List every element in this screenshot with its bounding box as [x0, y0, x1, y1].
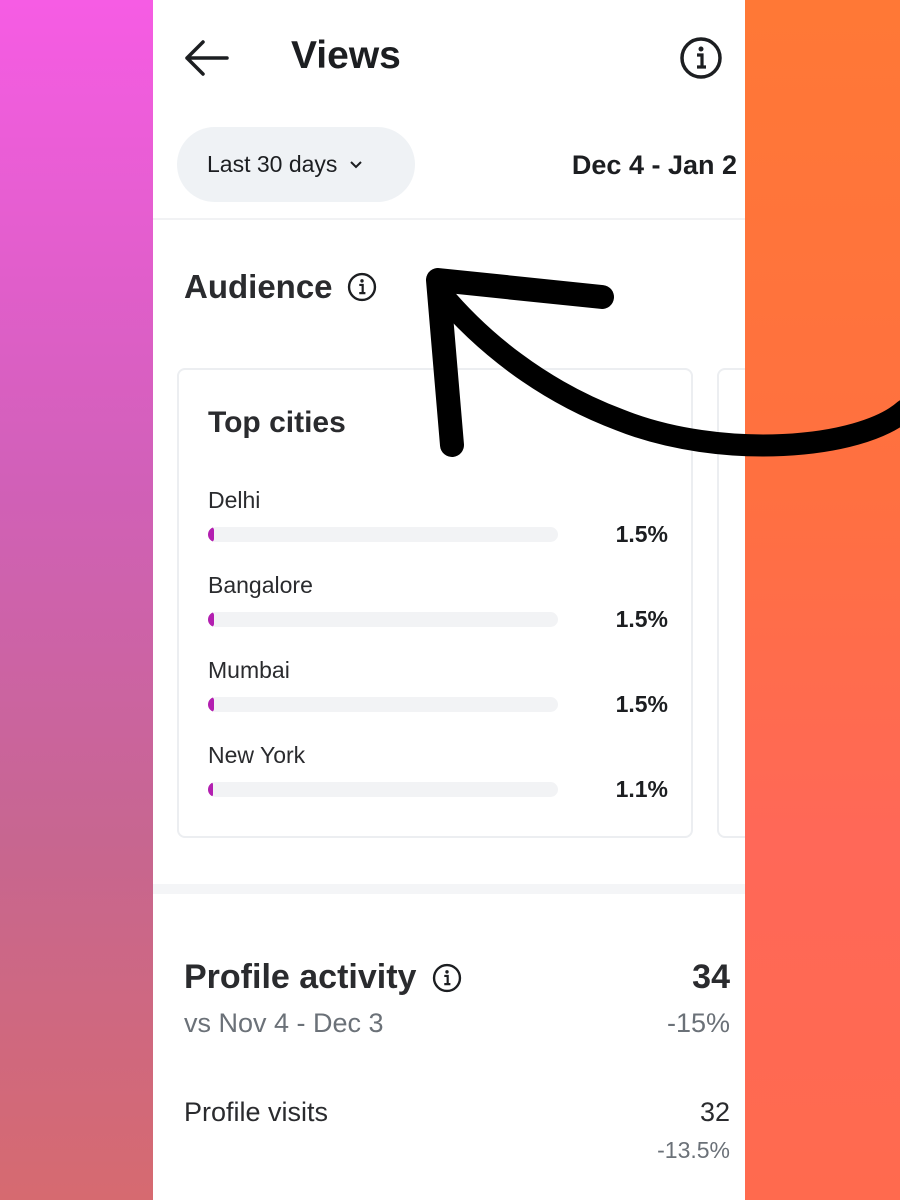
city-bar-track: [208, 527, 558, 542]
profile-visits-change: -13.5%: [657, 1137, 730, 1163]
city-percent: 1.5%: [615, 521, 668, 547]
profile-activity-change: -15%: [666, 1008, 730, 1038]
city-row: Mumbai 1.5%: [208, 657, 668, 717]
profile-visits-value: 32: [699, 1097, 730, 1127]
profile-activity-value: 34: [692, 958, 730, 996]
top-cities-card: Top cities Delhi 1.5% Bangalore 1.5% Mumba…: [177, 368, 693, 838]
city-percent: 1.1%: [615, 776, 668, 802]
profile-activity-heading: Profile activity: [184, 958, 462, 997]
arrow-left-icon[interactable]: [183, 38, 229, 78]
date-range-dropdown[interactable]: Last 30 days: [177, 127, 415, 202]
city-bar-fill: [208, 527, 215, 542]
date-range-text: Dec 4 - Jan 2: [571, 150, 737, 180]
info-icon[interactable]: [432, 963, 462, 993]
city-row: New York 1.1%: [208, 742, 668, 802]
city-bar-track: [208, 782, 558, 797]
city-name: New York: [208, 742, 306, 768]
background-right: [745, 0, 900, 1200]
comparison-period: vs Nov 4 - Dec 3: [184, 1008, 384, 1038]
next-card[interactable]: [717, 368, 745, 838]
profile-activity-title: Profile activity: [184, 958, 417, 996]
info-icon[interactable]: [679, 36, 723, 80]
city-bar-fill: [208, 782, 214, 797]
city-bar-track: [208, 612, 558, 627]
city-bar-fill: [208, 612, 215, 627]
divider: [153, 218, 745, 220]
phone-screen: Views Last 30 days Dec 4 - Jan 2 Audienc…: [153, 0, 745, 1200]
city-percent: 1.5%: [615, 606, 668, 632]
page-title: Views: [291, 34, 401, 77]
city-name: Bangalore: [208, 572, 313, 598]
info-icon[interactable]: [347, 272, 377, 302]
audience-heading: Audience: [184, 268, 377, 306]
city-bar-track: [208, 697, 558, 712]
city-percent: 1.5%: [615, 691, 668, 717]
profile-visits-label: Profile visits: [184, 1097, 329, 1127]
city-bar-fill: [208, 697, 215, 712]
dropdown-label: Last 30 days: [207, 151, 338, 177]
chevron-down-icon: [350, 160, 363, 168]
city-name: Delhi: [208, 487, 261, 513]
section-divider: [153, 884, 745, 894]
city-name: Mumbai: [208, 657, 290, 683]
city-row: Delhi 1.5%: [208, 487, 668, 547]
card-title: Top cities: [208, 406, 346, 439]
audience-title: Audience: [184, 268, 333, 305]
city-row: Bangalore 1.5%: [208, 572, 668, 632]
